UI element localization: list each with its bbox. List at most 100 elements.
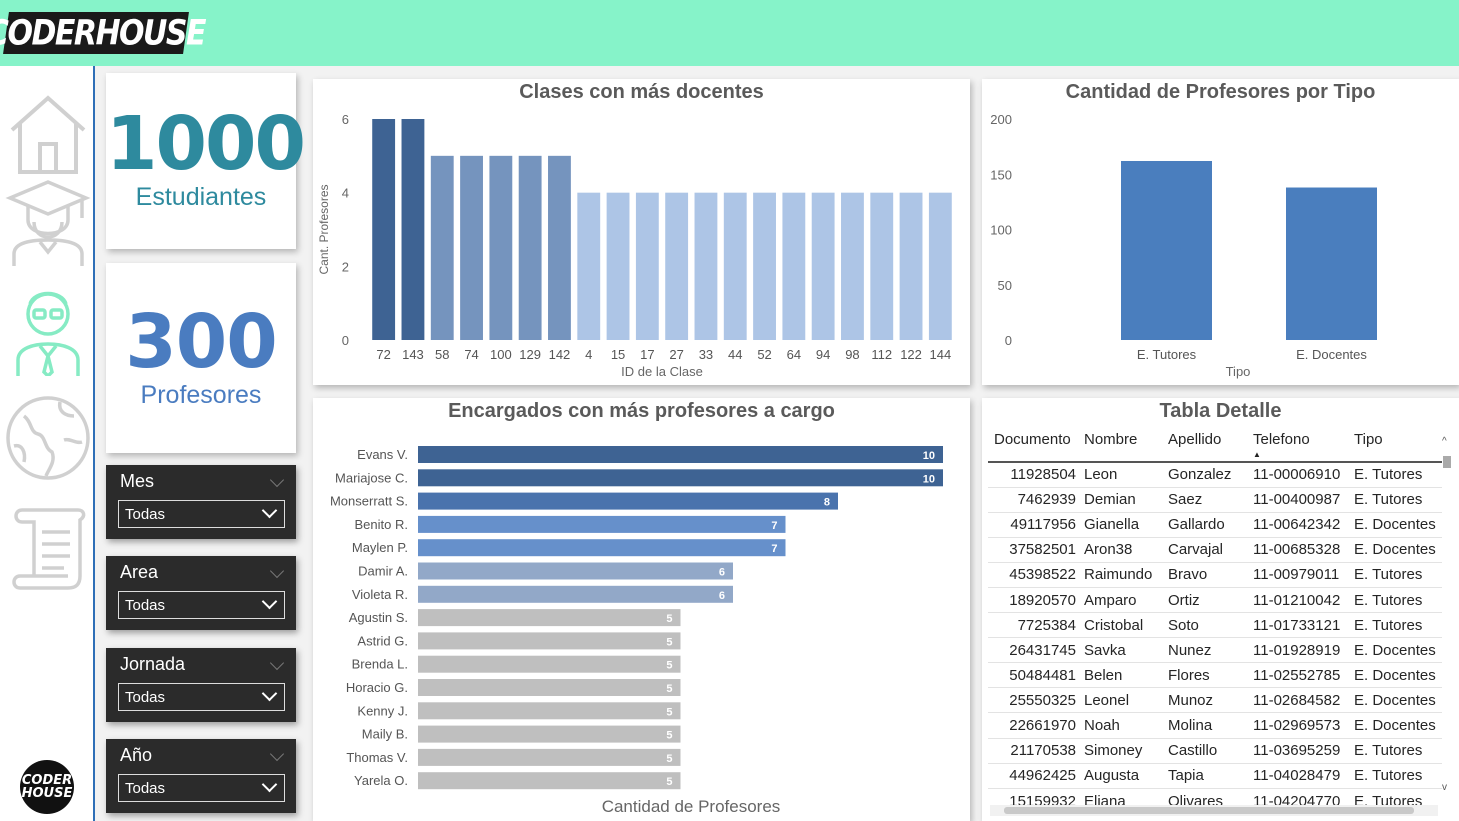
cell-nombre: Savka: [1082, 637, 1164, 663]
table-row[interactable]: 26431745 Savka Nunez 11-01928919 E. Docentes: [988, 637, 1442, 663]
table-row[interactable]: 22661970 Noah Molina 11-02969573 E. Docentes: [988, 712, 1442, 739]
bar-class-94[interactable]: [811, 192, 835, 340]
table-row[interactable]: 7462939 Demian Saez 11-00400987 E. Tutores: [988, 486, 1442, 513]
bar-encargado-4[interactable]: [418, 539, 786, 557]
bar-encargado-0[interactable]: [418, 446, 943, 463]
bar-class-112[interactable]: [870, 192, 894, 340]
x-tick-label: 44: [728, 347, 742, 362]
tipo-bar-chart[interactable]: 0 50 100 150 200 E. Tutores E. Docentes Tipo: [982, 79, 1459, 385]
bar-class-58[interactable]: [430, 155, 454, 340]
bar-class-44[interactable]: [723, 192, 747, 340]
table-vertical-scrollbar[interactable]: ^ v: [1442, 436, 1452, 796]
x-tick-label: 122: [900, 347, 922, 362]
bar-type-0[interactable]: [1121, 160, 1212, 340]
teacher-icon[interactable]: [4, 284, 92, 379]
students-label: Estudiantes: [135, 183, 267, 211]
bar-class-100[interactable]: [489, 155, 513, 340]
table-row[interactable]: 7725384 Cristobal Soto 11-01733121 E. Tutore…: [988, 612, 1442, 638]
chevron-down-icon[interactable]: [269, 655, 285, 671]
bar-class-98[interactable]: [841, 192, 864, 340]
bar-class-27[interactable]: [665, 192, 689, 340]
table-row[interactable]: 45398522 Raimundo Bravo 11-00979011 E. Tutor…: [988, 561, 1442, 588]
bar-class-52[interactable]: [753, 192, 776, 340]
teachers-kpi-card: 300 Profesores: [106, 263, 296, 453]
table-row[interactable]: 11928504 Leon Gonzalez 11-00006910 E. Tutore…: [988, 461, 1442, 488]
category-label: Agustin S.: [349, 610, 408, 625]
data-label: 6: [719, 567, 725, 579]
bar-class-64[interactable]: [782, 192, 806, 340]
scroll-up-icon[interactable]: ^: [1442, 436, 1447, 447]
x-axis-label: ID de la Clase: [621, 364, 703, 379]
bar-class-74[interactable]: [460, 155, 483, 340]
bar-encargado-14[interactable]: [418, 772, 681, 790]
table-row[interactable]: 18920570 Amparo Ortiz 11-01210042 E. Tutores: [988, 586, 1442, 613]
bar-encargado-13[interactable]: [418, 748, 681, 766]
cell-apellido: Bravo: [1164, 561, 1249, 588]
chevron-down-icon[interactable]: [269, 563, 285, 579]
cell-apellido: Gonzalez: [1164, 461, 1249, 488]
slicer-jornada-dropdown[interactable]: Todas: [118, 683, 285, 711]
bar-class-33[interactable]: [694, 192, 718, 340]
category-label: Yarela O.: [354, 773, 408, 788]
bar-encargado-5[interactable]: [418, 562, 733, 580]
slicer-anio-dropdown[interactable]: Todas: [118, 774, 285, 802]
coderhouse-logo[interactable]: CODERHOUSE: [0, 12, 205, 54]
chevron-down-icon[interactable]: [269, 472, 285, 488]
bar-class-4[interactable]: [577, 192, 601, 340]
cell-tipo: E. Docentes: [1350, 712, 1442, 739]
bar-class-144[interactable]: [928, 192, 952, 340]
data-label: 7: [771, 520, 777, 532]
bar-class-129[interactable]: [518, 155, 542, 340]
bar-encargado-3[interactable]: [418, 515, 786, 533]
table-row[interactable]: 49117956 Gianella Gallardo 11-00642342 E. Do…: [988, 511, 1442, 538]
category-label: Maily B.: [362, 727, 408, 742]
col-header-tipo[interactable]: Tipo: [1354, 431, 1383, 448]
category-label: Violeta R.: [352, 587, 408, 602]
slicer-jornada-title: Jornada: [120, 654, 186, 674]
bar-encargado-1[interactable]: [418, 469, 943, 487]
bar-class-72[interactable]: [372, 119, 396, 340]
table-row[interactable]: 25550325 Leonel Munoz 11-02684582 E. Docente…: [988, 687, 1442, 713]
slicer-area-dropdown[interactable]: Todas: [118, 591, 285, 619]
bar-class-143[interactable]: [401, 119, 425, 340]
bar-encargado-7[interactable]: [418, 609, 681, 627]
graduate-icon[interactable]: [4, 176, 92, 268]
cell-apellido: Saez: [1164, 486, 1249, 513]
scroll-thumb[interactable]: [1443, 456, 1451, 468]
bar-type-1[interactable]: [1286, 187, 1377, 340]
cell-telefono: 11-01210042: [1249, 586, 1350, 613]
scroll-thumb-horizontal[interactable]: [1004, 807, 1414, 814]
bar-encargado-8[interactable]: [418, 632, 681, 650]
detail-table-card: Tabla Detalle Documento Nombre Apellido …: [982, 398, 1459, 821]
table-row[interactable]: 50484481 Belen Flores 11-02552785 E. Docente…: [988, 662, 1442, 688]
bar-class-17[interactable]: [635, 192, 659, 340]
table-row[interactable]: 44962425 Augusta Tapia 11-04028479 E. Tutore…: [988, 762, 1442, 789]
bar-encargado-12[interactable]: [418, 725, 681, 743]
cell-nombre: Belen: [1082, 662, 1164, 688]
scroll-down-icon[interactable]: v: [1442, 782, 1447, 793]
bar-encargado-2[interactable]: [418, 492, 838, 510]
col-header-apellido[interactable]: Apellido: [1168, 431, 1222, 448]
bar-class-122[interactable]: [899, 192, 923, 340]
col-header-telefono[interactable]: Telefono ▲: [1249, 428, 1350, 462]
slicer-mes-dropdown[interactable]: Todas: [118, 500, 285, 528]
col-header-nombre[interactable]: Nombre: [1084, 431, 1138, 448]
table-horizontal-scrollbar[interactable]: [990, 805, 1438, 816]
globe-icon[interactable]: [4, 392, 92, 484]
home-icon[interactable]: [4, 90, 92, 182]
bar-class-15[interactable]: [606, 192, 630, 340]
bar-encargado-10[interactable]: [418, 679, 681, 696]
col-header-documento[interactable]: Documento: [994, 431, 1071, 448]
cell-apellido: Molina: [1164, 712, 1249, 739]
table-row[interactable]: 21170538 Simoney Castillo 11-03695259 E. Tut…: [988, 737, 1442, 764]
bar-encargado-6[interactable]: [418, 585, 733, 603]
bar-encargado-11[interactable]: [418, 702, 681, 720]
chevron-down-icon[interactable]: [269, 746, 285, 762]
clases-bar-chart[interactable]: 0 2 4 6 72 143 58 74 100 129 142 4 15 17 27 33 44 52 64 94 9…: [313, 79, 970, 385]
bar-encargado-9[interactable]: [418, 655, 681, 673]
encargados-bar-chart[interactable]: Evans V. 10 Mariajose C. 10 Monserratt S. 8 Be…: [313, 398, 970, 821]
scroll-icon[interactable]: [4, 502, 92, 594]
clases-chart-card: Clases con más docentes 0 2 4 6 72 143 58 74 100…: [313, 79, 970, 385]
table-row[interactable]: 37582501 Aron38 Carvajal 11-00685328 E. Doce…: [988, 536, 1442, 563]
bar-class-142[interactable]: [548, 155, 571, 340]
